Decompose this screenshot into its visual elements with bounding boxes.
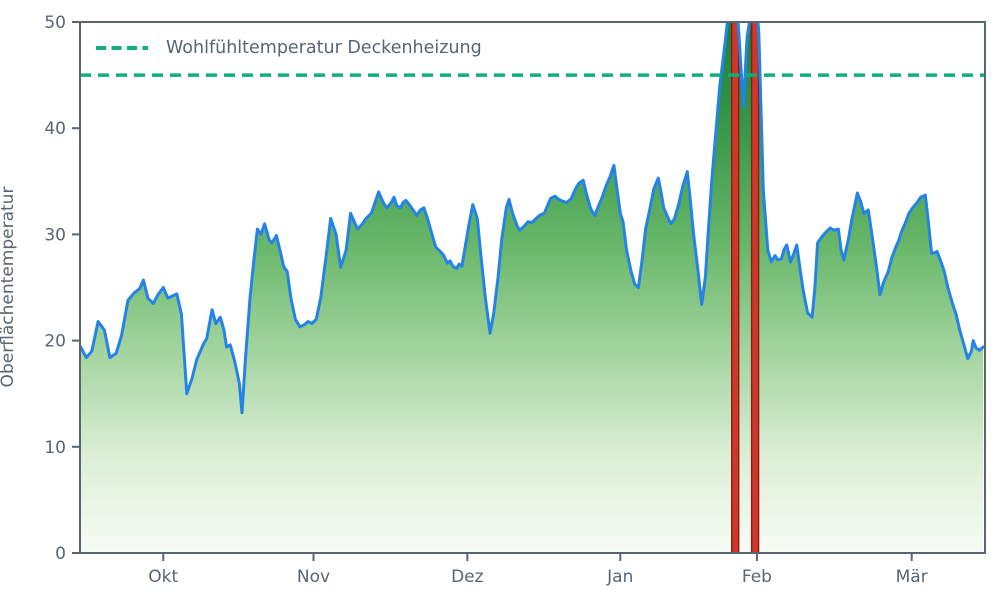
heating-event-bar (750, 22, 760, 553)
x-tick-label: Dez (451, 567, 484, 587)
x-tick-label: Feb (742, 567, 772, 587)
y-tick-label: 30 (44, 225, 66, 245)
area-fill (80, 22, 984, 553)
y-tick-label: 40 (44, 119, 66, 139)
y-tick-label: 10 (44, 438, 66, 458)
legend: Wohlfühltemperatur Deckenheizung (94, 36, 482, 60)
plot-area (80, 22, 985, 553)
y-tick-label: 0 (55, 544, 66, 564)
dashed-line-icon (96, 46, 148, 50)
legend-label: Wohlfühltemperatur Deckenheizung (166, 38, 482, 58)
x-tick-label: Nov (297, 567, 330, 587)
y-axis-label: Oberflächentemperatur (0, 186, 18, 388)
x-tick-label: Mär (896, 567, 928, 587)
heating-event-bar (731, 22, 740, 553)
temperature-line (80, 22, 985, 415)
x-tick-label: Jan (606, 567, 633, 587)
x-tick-label: Okt (148, 567, 178, 587)
y-tick-label: 50 (44, 13, 66, 33)
y-tick-label: 20 (44, 332, 66, 352)
plot-border (79, 21, 986, 554)
